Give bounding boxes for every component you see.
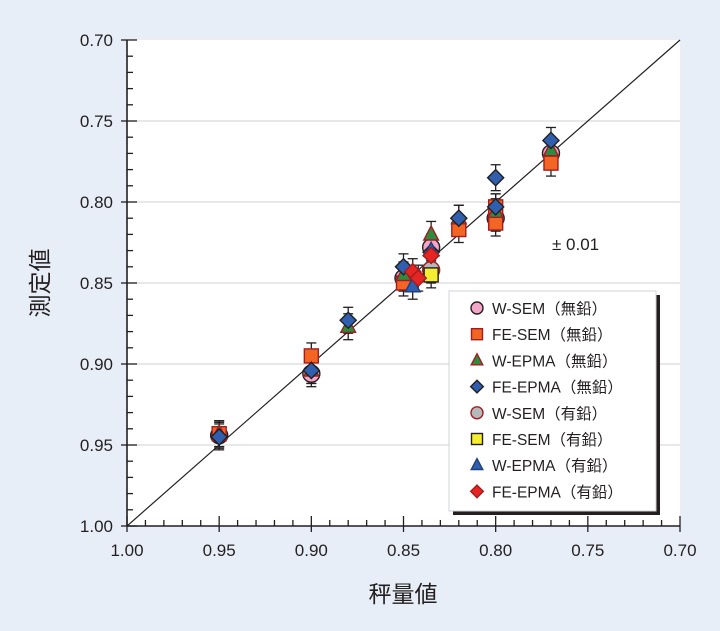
legend-marker-triangle — [470, 352, 484, 366]
legend-marker-diamond — [469, 484, 485, 499]
x-axis-label: 秤量値 — [369, 581, 438, 607]
legend-label: W-EPMA（無鉛） — [492, 352, 617, 370]
legend-label: FE-SEM（有鉛） — [492, 431, 613, 449]
legend-marker-square — [470, 432, 484, 446]
y-tick-label: 0.75 — [80, 112, 113, 131]
x-tick-label: 0.90 — [295, 541, 328, 560]
data-point-square — [543, 155, 559, 171]
legend-marker-circle — [470, 406, 484, 420]
y-tick-label: 0.80 — [80, 193, 113, 212]
data-point-diamond — [486, 197, 505, 216]
x-tick-label: 0.95 — [203, 541, 236, 560]
error-annotation: ± 0.01 — [552, 235, 599, 254]
y-tick-label: 0.85 — [80, 274, 113, 293]
legend: W-SEM（無鉛） FE-SEM（無鉛） W-EPMA（無鉛） FE-EPMA（無鉛）… — [448, 290, 660, 515]
legend-label: FE-EPMA（有鉛） — [492, 483, 623, 501]
data-point-square — [487, 215, 504, 231]
x-tick-label: 0.85 — [387, 541, 420, 560]
x-tick-label: 0.70 — [663, 541, 696, 560]
y-axis-label: 測定値 — [27, 249, 53, 318]
data-point-diamond — [210, 427, 229, 446]
legend-label: W-EPMA（有鉛） — [492, 457, 617, 475]
legend-label: W-SEM（有鉛） — [492, 405, 607, 423]
x-tick-label: 1.00 — [110, 541, 143, 560]
legend-marker-triangle — [470, 457, 484, 471]
data-point-diamond — [394, 257, 413, 276]
legend-marker-square — [470, 328, 484, 341]
legend-label: FE-EPMA（無鉛） — [492, 379, 623, 397]
legend-label: FE-SEM（無鉛） — [492, 326, 613, 344]
data-point-diamond — [409, 269, 428, 288]
x-tick-label: 0.75 — [571, 541, 604, 560]
y-tick-label: 0.70 — [80, 31, 113, 50]
data-point-diamond — [422, 246, 441, 265]
data-point-diamond — [302, 361, 321, 380]
legend-label: W-SEM（無鉛） — [492, 300, 607, 318]
legend-marker-circle — [470, 301, 484, 315]
data-point-square — [423, 267, 439, 283]
data-point-diamond — [486, 168, 505, 187]
y-tick-label: 1.00 — [80, 517, 113, 536]
data-point-triangle — [422, 224, 440, 241]
legend-marker-diamond — [469, 379, 485, 394]
y-tick-label: 0.95 — [80, 436, 113, 455]
x-tick-label: 0.80 — [479, 541, 512, 560]
data-point-diamond — [339, 311, 358, 330]
data-point-diamond — [541, 131, 561, 150]
data-point-diamond — [449, 209, 468, 228]
y-tick-label: 0.90 — [80, 355, 113, 374]
